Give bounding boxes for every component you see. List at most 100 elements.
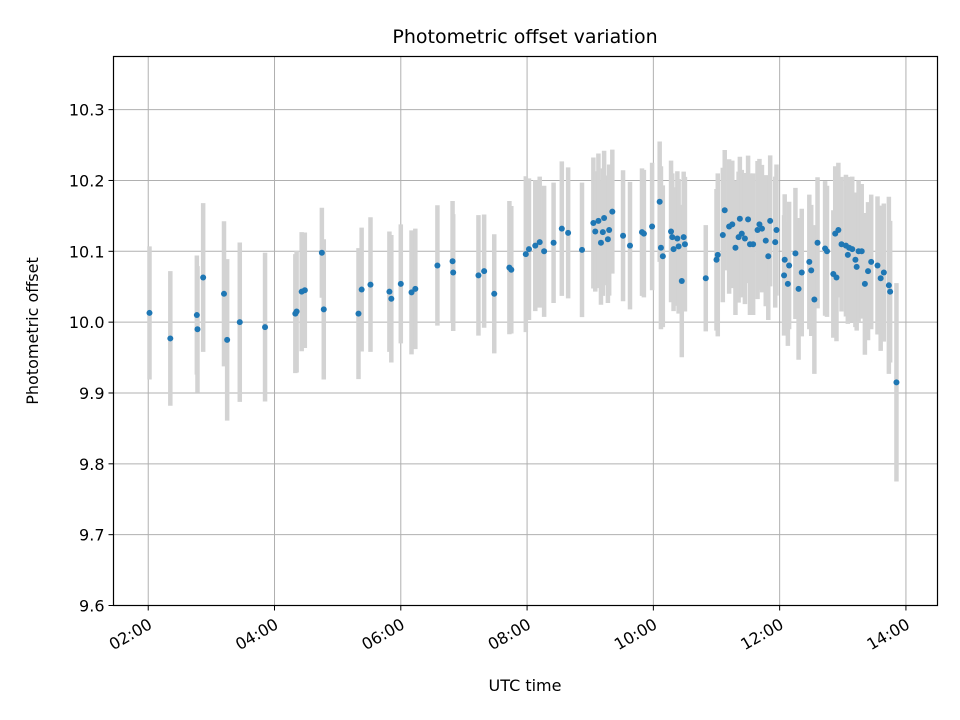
y-tick-label: 9.7	[79, 526, 104, 545]
data-point	[814, 239, 821, 246]
data-point	[736, 215, 743, 222]
data-point	[626, 242, 633, 249]
data-point	[824, 248, 831, 255]
data-point	[386, 288, 393, 295]
data-point	[668, 228, 675, 235]
data-point	[649, 223, 656, 230]
data-point	[532, 242, 539, 249]
data-point	[320, 306, 327, 313]
data-point	[449, 258, 456, 265]
data-point	[579, 246, 586, 253]
data-point	[609, 208, 616, 215]
data-point	[675, 243, 682, 250]
data-point	[781, 272, 788, 279]
data-point	[792, 250, 799, 257]
data-point	[765, 253, 772, 260]
data-point	[601, 215, 608, 222]
data-point	[146, 309, 153, 316]
chart-title: Photometric offset variation	[392, 26, 657, 48]
data-point	[659, 253, 666, 260]
data-point	[702, 275, 709, 282]
y-axis-ticks: 9.6 9.7 9.8 9.9 10.0 10.1 10.2 10.3	[69, 101, 114, 616]
data-point	[434, 262, 441, 269]
data-point	[858, 248, 865, 255]
data-point	[773, 227, 780, 234]
data-point	[714, 251, 721, 258]
data-point	[450, 269, 457, 276]
data-point	[558, 225, 565, 232]
data-point	[798, 269, 805, 276]
data-point	[877, 275, 884, 282]
data-point	[220, 290, 227, 297]
data-point	[604, 236, 611, 243]
data-point	[811, 296, 818, 303]
data-point	[541, 248, 548, 255]
data-point	[318, 249, 325, 256]
data-point	[808, 267, 815, 274]
data-point	[599, 229, 606, 236]
data-point	[885, 282, 892, 289]
data-point	[678, 278, 685, 285]
data-point	[193, 312, 200, 319]
y-tick-label: 10.2	[69, 171, 105, 190]
data-point	[522, 251, 529, 258]
y-tick-label: 9.6	[79, 597, 104, 616]
data-point	[795, 285, 802, 292]
data-point	[236, 319, 243, 326]
data-point	[200, 274, 207, 281]
data-points	[146, 198, 900, 386]
data-point	[852, 256, 859, 263]
data-point	[745, 216, 752, 223]
data-point	[525, 246, 532, 253]
y-axis-title: Photometric offset	[23, 257, 42, 405]
data-point	[786, 262, 793, 269]
data-point	[762, 237, 769, 244]
data-point	[388, 295, 395, 302]
data-point	[301, 287, 308, 294]
data-point	[262, 324, 269, 331]
data-point	[721, 207, 728, 214]
data-point	[806, 258, 813, 265]
y-tick-label: 10.1	[69, 242, 105, 261]
data-point	[167, 335, 174, 342]
data-point	[670, 246, 677, 253]
data-point	[781, 256, 788, 263]
data-point	[224, 336, 231, 343]
data-point	[767, 217, 774, 224]
data-point	[412, 285, 419, 292]
data-point	[367, 281, 374, 288]
data-point	[853, 263, 860, 270]
data-point	[550, 239, 557, 246]
y-tick-label: 10.3	[69, 101, 105, 120]
data-point	[656, 198, 663, 205]
data-point	[293, 308, 300, 315]
data-point	[592, 228, 599, 235]
data-point	[640, 230, 647, 237]
data-point	[536, 239, 543, 246]
data-point	[481, 268, 488, 275]
data-point	[590, 219, 597, 226]
data-point	[491, 290, 498, 297]
x-axis-title: UTC time	[489, 676, 562, 695]
data-point	[844, 251, 851, 258]
data-point	[657, 244, 664, 251]
data-point	[408, 289, 415, 296]
data-point	[606, 227, 613, 234]
data-point	[475, 272, 482, 279]
data-point	[750, 241, 757, 248]
y-tick-label: 10.0	[69, 313, 105, 332]
data-point	[680, 234, 687, 241]
data-point	[868, 258, 875, 265]
data-point	[835, 227, 842, 234]
data-point	[358, 286, 365, 293]
data-point	[880, 269, 887, 276]
plot-frame	[112, 55, 939, 607]
data-point	[397, 280, 404, 287]
data-point	[620, 232, 627, 239]
data-point	[355, 310, 362, 317]
data-point	[861, 280, 868, 287]
data-point	[565, 229, 572, 236]
data-point	[738, 230, 745, 237]
